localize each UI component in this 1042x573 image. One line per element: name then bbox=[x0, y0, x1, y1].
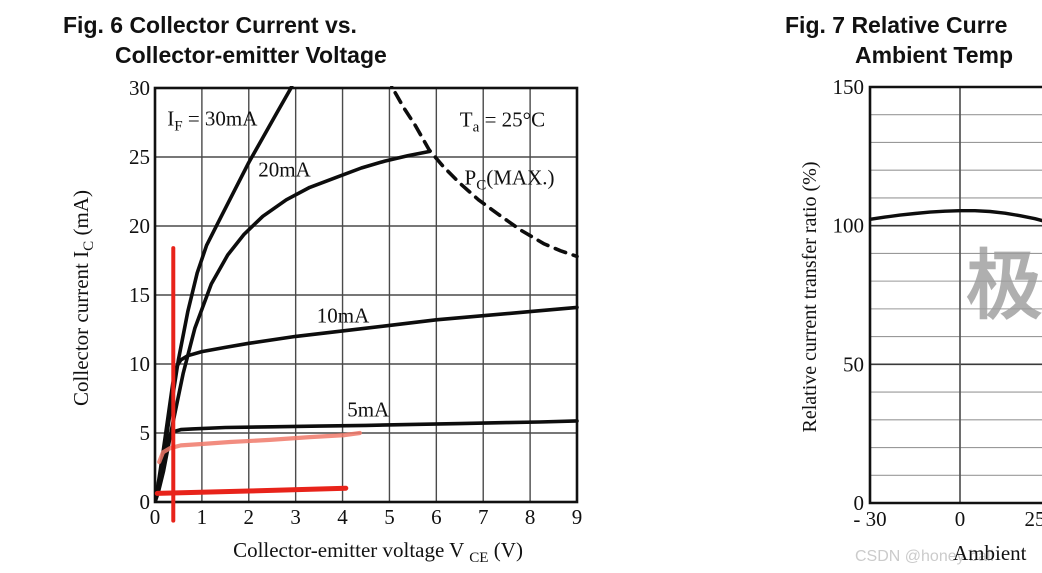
curve-relative-ctr bbox=[869, 208, 1042, 223]
chinese-watermark-char: 极 bbox=[966, 244, 1042, 329]
svg-text:1: 1 bbox=[197, 505, 208, 529]
svg-text:7: 7 bbox=[478, 505, 489, 529]
fig6-curves bbox=[154, 86, 579, 503]
csdn-watermark-text: CSDN @honey ball bbox=[855, 548, 994, 565]
fig6-x-tick-labels: 0 1 2 3 4 5 6 7 8 9 bbox=[150, 505, 583, 529]
svg-text:4: 4 bbox=[337, 505, 348, 529]
red-horizontal-line-annotation bbox=[154, 485, 349, 496]
svg-text:2: 2 bbox=[244, 505, 255, 529]
fig6-title-line2: Collector-emitter Voltage bbox=[115, 42, 387, 68]
fig7-x-tick-labels: - 30 0 25 bbox=[853, 507, 1042, 531]
fig6-plot-border bbox=[153, 86, 579, 504]
fig7-y-tick-labels: 0 50 100 150 bbox=[833, 75, 865, 515]
svg-text:0: 0 bbox=[854, 491, 865, 515]
svg-text:9: 9 bbox=[572, 505, 583, 529]
svg-text:8: 8 bbox=[525, 505, 536, 529]
fig6-gridlines bbox=[155, 88, 577, 502]
fig7-title: Fig. 7 Relative Curre Ambient Temp bbox=[785, 10, 1013, 70]
svg-text:25: 25 bbox=[1025, 507, 1042, 531]
svg-text:25: 25 bbox=[129, 145, 150, 169]
curve-pc-max- bbox=[389, 86, 579, 259]
if-label: IF = 30mA bbox=[167, 106, 258, 134]
fig7-title-line1: Fig. 7 Relative Curre bbox=[785, 12, 1008, 38]
fig6-y-axis-title: Collector current IC (mA) bbox=[69, 190, 97, 406]
svg-text:50: 50 bbox=[843, 352, 864, 376]
fig6-curve-labels: IF = 30mA Ta = 25°C 20mA PC(MAX.) 10mA 5mA bbox=[167, 106, 554, 421]
fig6-y-tick-labels: 0 5 10 15 20 25 30 bbox=[129, 76, 150, 514]
svg-text:10: 10 bbox=[129, 352, 150, 376]
svg-text:0: 0 bbox=[140, 490, 151, 514]
svg-text:20: 20 bbox=[129, 214, 150, 238]
svg-text:0: 0 bbox=[955, 507, 966, 531]
ta-label: Ta = 25°C bbox=[460, 108, 545, 136]
svg-text:0: 0 bbox=[150, 505, 161, 529]
svg-text:150: 150 bbox=[833, 75, 865, 99]
pc-label: PC(MAX.) bbox=[465, 166, 555, 194]
fig7-x-axis-title: Ambient bbox=[953, 541, 1027, 565]
red-trace-annotation bbox=[157, 430, 362, 465]
svg-text:30: 30 bbox=[129, 76, 150, 100]
fig7-plot-border bbox=[868, 85, 1042, 505]
fig6-title-line1: Fig. 6 Collector Current vs. bbox=[63, 12, 357, 38]
fig7-y-axis-title: Relative current transfer ratio (%) bbox=[799, 162, 821, 433]
svg-text:3: 3 bbox=[290, 505, 301, 529]
svg-text:15: 15 bbox=[129, 283, 150, 307]
svg-text:- 30: - 30 bbox=[853, 507, 886, 531]
fig6-red-annotations bbox=[154, 246, 362, 523]
label-20ma: 20mA bbox=[258, 157, 311, 181]
svg-text:6: 6 bbox=[431, 505, 442, 529]
fig6-x-axis-title: Collector-emitter voltage V CE (V) bbox=[233, 538, 523, 566]
fig6-title: Fig. 6 Collector Current vs. Collector-e… bbox=[63, 10, 387, 70]
fig7-gridlines bbox=[870, 87, 1042, 503]
curve-if-20ma bbox=[154, 149, 432, 503]
svg-text:100: 100 bbox=[833, 214, 865, 238]
label-10ma: 10mA bbox=[317, 304, 370, 328]
fig6-output-characteristics-chart: IF = 30mA Ta = 25°C 20mA PC(MAX.) 10mA 5mA 0 1 2… bbox=[69, 76, 583, 566]
svg-text:5: 5 bbox=[140, 421, 151, 445]
label-5ma: 5mA bbox=[347, 397, 390, 421]
svg-text:5: 5 bbox=[384, 505, 395, 529]
fig7-title-line2: Ambient Temp bbox=[855, 42, 1014, 68]
curve-if-10ma bbox=[154, 305, 579, 503]
